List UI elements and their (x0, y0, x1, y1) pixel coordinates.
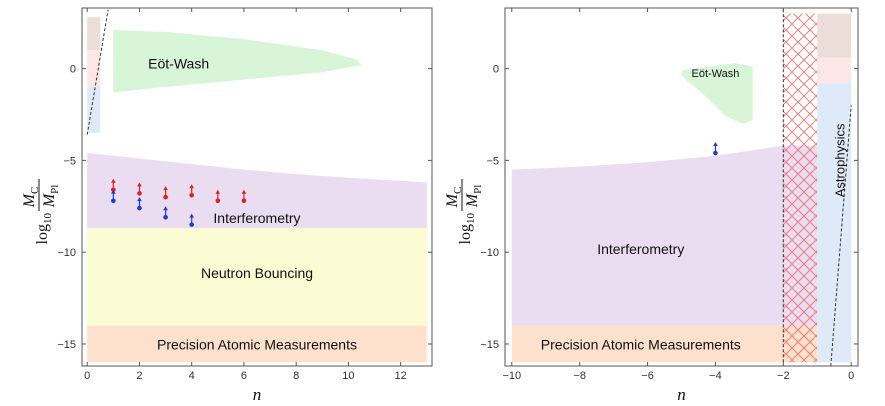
y-tick-label: −15 (480, 339, 499, 351)
data-point-dot (111, 187, 116, 193)
y-axis-label-numerator: MC (444, 187, 464, 209)
data-point-arrow-head (111, 178, 116, 183)
dashed-boundary-line (86, 9, 109, 135)
data-point-arrow-head (163, 186, 168, 191)
data-point-arrow-head (111, 189, 116, 194)
data-point (163, 186, 168, 200)
data-point-dot (111, 198, 116, 204)
data-point (163, 206, 168, 220)
x-tick-label: −6 (641, 370, 654, 382)
region-label-precision-atomic-measurements: Precision Atomic Measurements (157, 337, 357, 353)
y-axis-label-numerator-sub: C (29, 187, 41, 194)
data-point (137, 182, 142, 196)
data-point-arrow-head (215, 189, 221, 194)
data-point (189, 184, 195, 198)
y-tick-label: −10 (57, 247, 76, 259)
x-axis-label: n (677, 385, 686, 404)
region-e-t-wash (113, 30, 362, 93)
data-point-arrow-head (189, 184, 195, 189)
y-tick-label: −15 (57, 339, 76, 351)
data-point (713, 142, 718, 156)
x-tick-label: 0 (84, 370, 90, 382)
x-tick-label: 10 (342, 370, 354, 382)
panel-right: Interferometry Precision Atomic Measureme… (444, 7, 859, 404)
data-point-dot (137, 191, 142, 196)
plot-frame (504, 7, 859, 367)
region-neutron-bouncing (87, 228, 427, 326)
data-point-arrow-head (137, 182, 142, 187)
y-axis-label-log: log10 (457, 213, 477, 245)
color-strip (87, 17, 101, 51)
color-strip (817, 13, 852, 58)
x-tick-label: 2 (136, 370, 142, 382)
color-strip (817, 57, 852, 84)
region-e-t-wash (681, 63, 753, 124)
x-tick-label: 0 (848, 370, 854, 382)
data-point-arrow-head (163, 206, 168, 211)
y-tick-label: 0 (70, 64, 76, 76)
x-axis-label: n (253, 385, 262, 404)
panel-left: Eöt-Wash Interferometry Neutron Bouncing Pr… (21, 7, 433, 404)
data-point (215, 189, 221, 204)
data-point (111, 178, 116, 193)
region-label-e-t-wash: Eöt-Wash (691, 68, 739, 80)
y-axis-label-denominator: MPl (464, 185, 484, 209)
y-axis-label-denominator-sub: Pl (49, 185, 61, 194)
x-tick-label: 8 (293, 370, 299, 382)
x-tick-label: −2 (777, 370, 790, 382)
region-precision-atomic-measurements (87, 325, 427, 363)
x-tick-label: 4 (189, 370, 195, 382)
y-axis-label-log-base: 10 (465, 213, 477, 225)
data-point (111, 189, 116, 204)
region-label-neutron-bouncing: Neutron Bouncing (201, 265, 313, 281)
y-tick-label: −5 (486, 155, 499, 167)
x-tick-label: −8 (573, 370, 586, 382)
data-point-dot (215, 198, 221, 204)
data-point-dot (713, 150, 718, 156)
region-label-interferometry: Interferometry (597, 241, 684, 257)
x-tick-label: −10 (502, 370, 521, 382)
x-tick-label: 6 (241, 370, 247, 382)
data-point-dot (163, 214, 168, 220)
data-point-dot (189, 192, 195, 198)
data-point (241, 189, 247, 204)
data-point-dot (189, 222, 195, 227)
y-tick-label: 0 (493, 64, 499, 76)
region-interferometry (511, 145, 784, 326)
y-axis-label-denominator-sub: Pl (472, 185, 484, 194)
x-tick-label: −4 (709, 370, 722, 382)
data-point-arrow-head (137, 197, 142, 202)
region-label-precision-atomic-measurements: Precision Atomic Measurements (541, 337, 741, 353)
data-point-arrow-head (189, 213, 195, 218)
data-point (189, 213, 195, 227)
data-point-dot (137, 205, 142, 211)
y-tick-label: −10 (480, 247, 499, 259)
plot-frame (81, 7, 433, 367)
region-label-interferometry: Interferometry (213, 210, 300, 226)
dashed-boundary-line (830, 105, 852, 367)
data-point-dot (163, 194, 168, 200)
y-axis-label-numerator-sub: C (452, 187, 464, 194)
data-point-arrow-head (713, 142, 718, 147)
excluded-hatched-band (783, 13, 818, 363)
data-point-dot (241, 198, 247, 204)
y-axis-label-log: log10 (34, 213, 54, 245)
y-axis-label-log-base: 10 (42, 213, 54, 225)
data-point-arrow-head (241, 189, 247, 194)
region-label-astrophysics: Astrophysics (832, 123, 847, 197)
y-tick-label: −5 (63, 155, 76, 167)
y-axis-label-denominator: MPl (41, 185, 61, 209)
color-strip (87, 86, 101, 133)
region-precision-atomic-measurements (511, 325, 784, 363)
y-axis-label-numerator: MC (21, 187, 41, 209)
data-point (137, 197, 142, 211)
x-tick-label: 12 (395, 370, 407, 382)
region-interferometry (87, 153, 427, 229)
region-label-e-t-wash: Eöt-Wash (148, 56, 209, 72)
